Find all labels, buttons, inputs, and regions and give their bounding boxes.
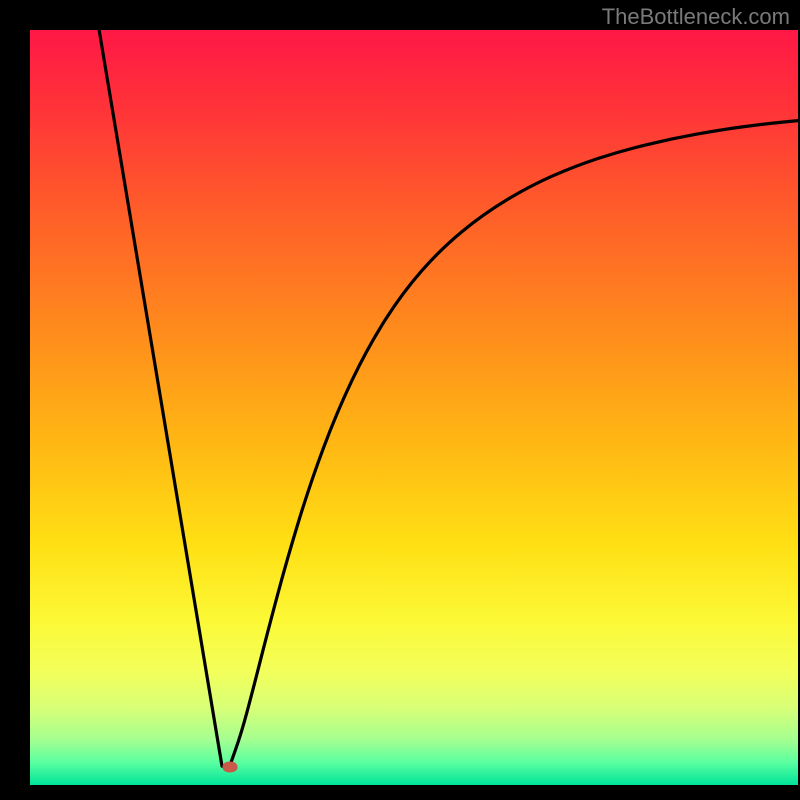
chart-container: { "meta": { "watermark_text": "TheBottle… xyxy=(0,0,800,800)
bottleneck-curve xyxy=(99,30,798,767)
curve-layer xyxy=(30,30,798,785)
minimum-marker xyxy=(222,761,237,772)
plot-area xyxy=(30,30,798,785)
watermark-text: TheBottleneck.com xyxy=(602,4,790,30)
